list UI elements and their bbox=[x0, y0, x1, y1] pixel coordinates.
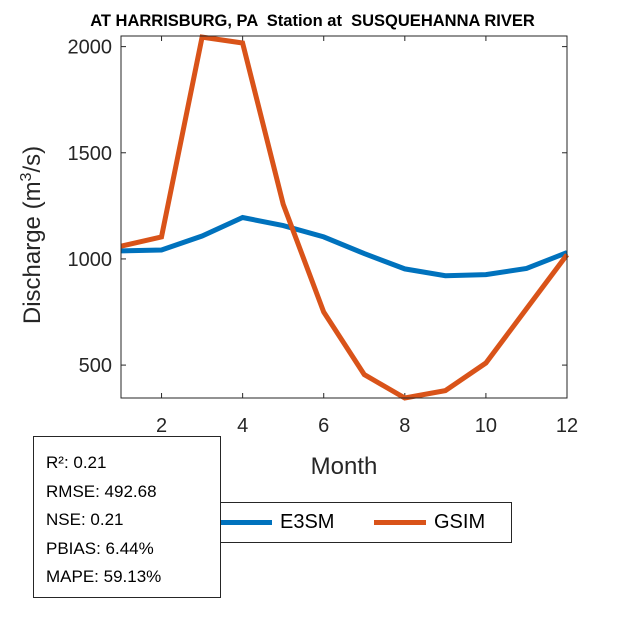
legend-label-e3sm: E3SM bbox=[280, 511, 335, 533]
series-line-e3sm bbox=[120, 214, 568, 279]
y-tick-label: 2000 bbox=[68, 37, 113, 59]
legend-swatch-gsim bbox=[374, 520, 426, 525]
legend-swatch-e3sm bbox=[220, 520, 272, 525]
stat-r2: R²: 0.21 bbox=[46, 453, 107, 472]
x-tick-label: 10 bbox=[475, 415, 497, 437]
axes-box bbox=[120, 35, 568, 399]
stat-pbias: PBIAS: 6.44% bbox=[46, 538, 154, 558]
y-axis-label: Discharge (m3/s) bbox=[18, 146, 46, 324]
y-tick-label: 1000 bbox=[68, 249, 113, 271]
x-tick-label: 12 bbox=[556, 415, 578, 437]
stat-nse: NSE: 0.21 bbox=[46, 510, 124, 529]
x-tick-label: 4 bbox=[237, 415, 248, 437]
stats-box: R²: 0.21 RMSE: 492.68 NSE: 0.21 PBIAS: 6… bbox=[33, 436, 221, 598]
x-axis-label: Month bbox=[311, 453, 378, 480]
legend-item-gsim: GSIM bbox=[374, 503, 485, 542]
stat-rmse: RMSE: 492.68 bbox=[46, 481, 157, 501]
legend-label-gsim: GSIM bbox=[434, 511, 486, 533]
x-tick-label: 8 bbox=[399, 415, 410, 437]
stat-mape: MAPE: 59.13% bbox=[46, 567, 162, 586]
y-tick-label: 1500 bbox=[68, 143, 113, 165]
series-line-gsim bbox=[120, 34, 570, 401]
legend-item-e3sm: E3SM bbox=[220, 503, 334, 542]
y-tick-label: 500 bbox=[79, 355, 112, 377]
x-tick-label: 2 bbox=[156, 415, 167, 437]
legend: E3SM GSIM bbox=[205, 502, 512, 543]
chart-title: AT HARRISBURG, PA Station at SUSQUEHANNA… bbox=[90, 12, 535, 30]
x-tick-label: 6 bbox=[318, 415, 329, 437]
